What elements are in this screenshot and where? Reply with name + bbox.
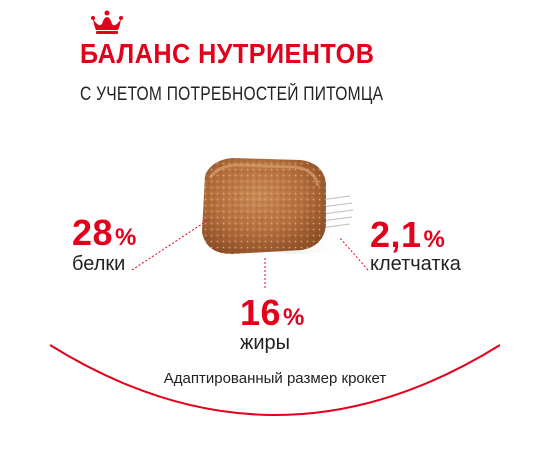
- page-title: БАЛАНС НУТРИЕНТОВ: [80, 38, 375, 69]
- decorative-arc: [49, 344, 501, 416]
- fat-percentage: 16%: [240, 292, 304, 334]
- crown-icon: [91, 10, 123, 34]
- protein-value: 28: [72, 212, 114, 253]
- page-subtitle: С УЧЕТОМ ПОТРЕБНОСТЕЙ ПИТОМЦА: [80, 84, 384, 105]
- fiber-value: 2,1: [370, 214, 422, 255]
- protein-percentage: 28%: [72, 212, 136, 254]
- protein-label: белки: [72, 253, 126, 275]
- fat-label: жиры: [240, 332, 291, 354]
- fiber-label: клетчатка: [370, 253, 461, 275]
- fiber-unit: %: [423, 226, 445, 253]
- connector-lines: [131, 219, 369, 290]
- fat-value: 16: [240, 292, 282, 333]
- fat-unit: %: [283, 304, 305, 331]
- fiber-percentage: 2,1%: [370, 214, 445, 256]
- kibble-image: [202, 158, 326, 254]
- kibble-size-caption: Адаптированный размер крокет: [163, 370, 387, 387]
- protein-unit: %: [115, 224, 137, 251]
